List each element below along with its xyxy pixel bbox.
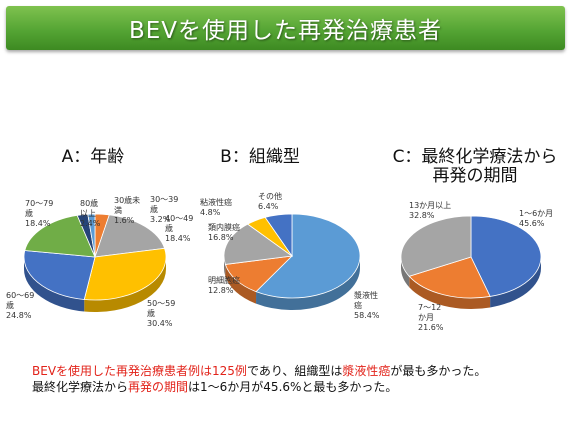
chart-b-title: B：組織型 xyxy=(220,147,300,167)
footnote-line1-seg-2: 漿液性癌 xyxy=(342,364,391,378)
pie-0-side-3 xyxy=(24,257,85,312)
pie-2-side-1 xyxy=(409,276,491,309)
footnote-line2-seg-0: 最終化学療法から xyxy=(32,380,129,394)
footnote-line2-seg-2: は1～6か月が45.6%と最も多かった。 xyxy=(188,380,398,394)
pie-2-label-2: 13か月以上 32.8% xyxy=(409,201,451,220)
pie-chart-histology: 漿液性癌 58.4% 明細胞癌 12.8% 類内膜癌 16.8% 粘液性癌 4.8% その他 6.… xyxy=(200,191,380,320)
pie-2-label-1: 7～12 か月 21.6% xyxy=(418,303,444,332)
pie-2-slice-1 xyxy=(408,256,491,299)
pie-1-label-3: 粘液性癌 4.8% xyxy=(200,197,232,217)
pie-1-slice-2 xyxy=(223,223,294,265)
pie-1-slice-4 xyxy=(264,213,293,258)
pie-0-slice-1 xyxy=(94,214,166,258)
pie-1-slice-1 xyxy=(224,255,294,293)
pie-1-label-0: 漿液性癌 58.4% xyxy=(354,290,380,320)
pie-0-label-3: 60～69 歳 24.8% xyxy=(6,291,34,320)
pie-1-slice-0 xyxy=(255,213,361,299)
pie-1-label-4: その他 6.4% xyxy=(258,191,282,211)
pie-0-label-0: 30～39 歳 3.2% xyxy=(150,195,178,224)
pie-0-label-2: 50～59 歳 30.4% xyxy=(147,299,175,328)
page-title: BEVを使用した再発治療患者 xyxy=(128,18,443,44)
pie-0-slice-4 xyxy=(24,214,96,258)
pie-0-slice-3 xyxy=(23,250,96,300)
pie-2-side-2 xyxy=(401,257,410,288)
title-banner: BEVを使用した再発治療患者 xyxy=(6,6,565,50)
footnote-line-2: 最終化学療法から再発の期間は1～6か月が45.6%と最も多かった。 xyxy=(32,379,552,395)
pie-2-slice-2 xyxy=(400,215,472,277)
footnote-line1-seg-1: であり、組織型は xyxy=(246,364,343,378)
chart-c-title: C：最終化学療法から 再発の期間 xyxy=(392,147,558,186)
pie-1-side-0 xyxy=(256,256,360,310)
pie-0-slice-2 xyxy=(83,247,167,301)
pie-0-label-5: 80歳以上 2.4% xyxy=(80,198,101,228)
pie-0-label-4: 70～79 歳 18.4% xyxy=(25,199,53,228)
pie-1-label-1: 明細胞癌 12.8% xyxy=(208,275,240,295)
pie-2-side-0 xyxy=(490,257,541,308)
footnote-line-1: BEVを使用した再発治療患者例は125例であり、組織型は漿液性癌が最も多かった。 xyxy=(32,363,552,379)
pie-2-label-0: 1～6か月 45.6% xyxy=(519,209,553,228)
pie-1-label-2: 類内膜癌 16.8% xyxy=(208,222,240,242)
footnote-line1-seg-0: BEVを使用した再発治療患者例は125例 xyxy=(32,364,247,378)
footnote-line1-seg-3: が最も多かった。 xyxy=(390,364,487,378)
chart-a-title: A：年齢 xyxy=(61,147,125,167)
footnote-line2-seg-1: 再発の期間 xyxy=(128,380,189,394)
pie-0-side-2 xyxy=(84,257,166,312)
summary-footnote: BEVを使用した再発治療患者例は125例であり、組織型は漿液性癌が最も多かった。… xyxy=(32,363,552,395)
pie-0-label-6: 30歳未満 1.6% xyxy=(114,195,140,225)
pie-2-slice-0 xyxy=(470,215,542,297)
pie-chart-recurrence-interval: 1～6か月 45.6% 7～12 か月 21.6% 13か月以上 32.8% xyxy=(400,201,553,332)
pie-0-slice-6 xyxy=(87,213,96,258)
pie-chart-age: 30～39 歳 3.2%40～49 歳 18.4% 50～59 歳 30.4% 60～69 歳 24… xyxy=(6,195,193,328)
pie-0-label-1: 40～49 歳 18.4% xyxy=(165,214,193,243)
